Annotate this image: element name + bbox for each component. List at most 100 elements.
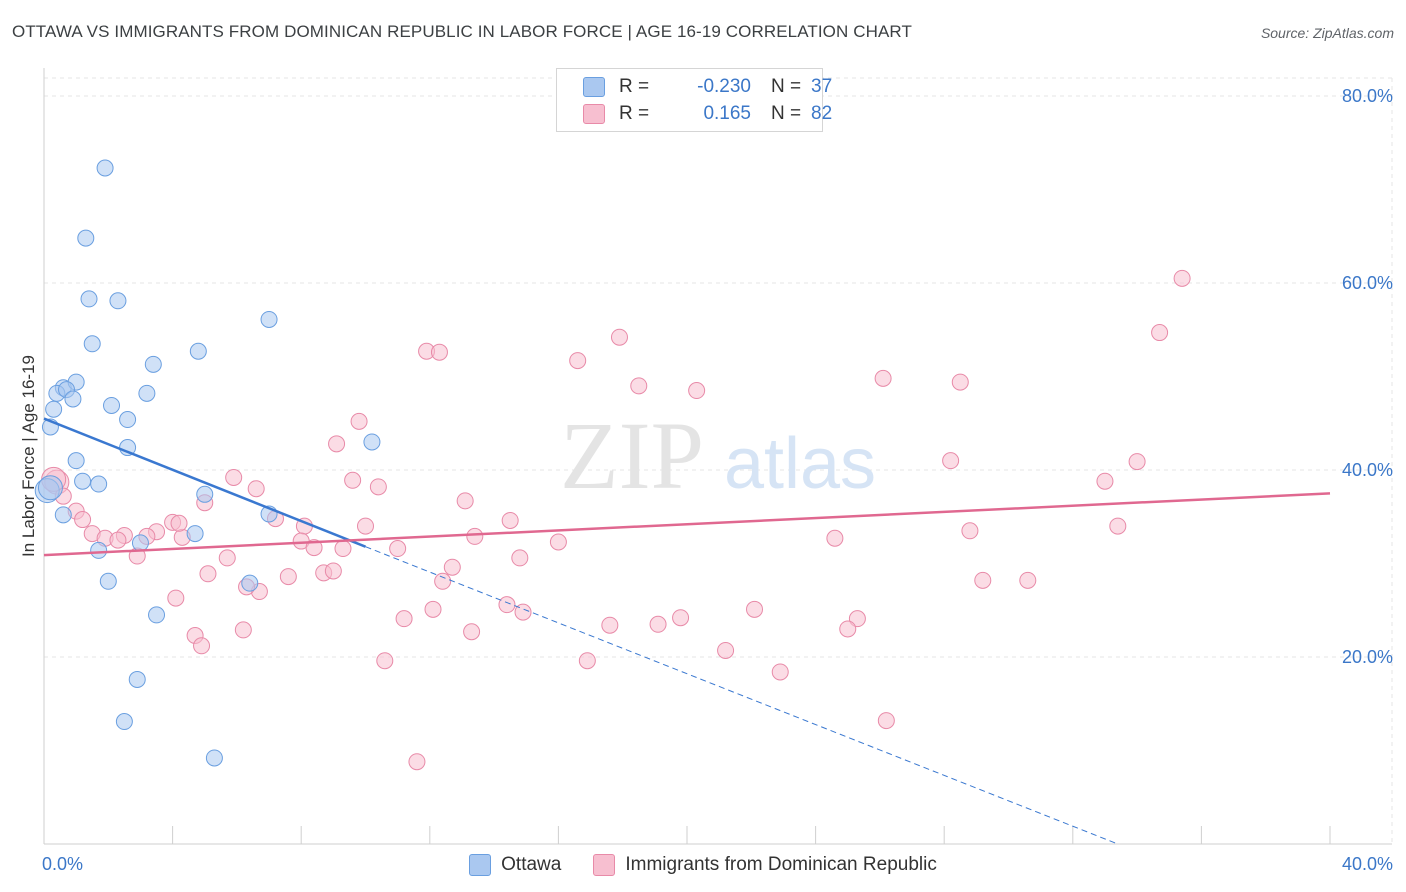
immigrants-point[interactable] [334,540,352,558]
immigrants-point[interactable] [498,596,516,614]
ottawa-point[interactable] [144,355,162,373]
ottawa-point[interactable] [90,541,108,559]
immigrants-point[interactable] [218,549,236,567]
immigrants-point[interactable] [456,492,474,510]
ottawa-point[interactable] [109,292,127,310]
ottawa-point[interactable] [119,411,137,429]
immigrants-point[interactable] [511,549,529,567]
immigrants-point[interactable] [328,435,346,453]
legend-row-ottawa: R = -0.230 N = 37 [583,74,832,100]
immigrants-point[interactable] [974,571,992,589]
immigrants-point[interactable] [199,565,217,583]
immigrants-point[interactable] [344,471,362,489]
immigrants-point[interactable] [630,377,648,395]
immigrants-point[interactable] [1019,571,1037,589]
immigrants-point[interactable] [443,558,461,576]
immigrants-point[interactable] [247,480,265,498]
immigrants-point[interactable] [649,615,667,633]
immigrants-point[interactable] [1109,517,1127,535]
immigrants-point[interactable] [225,468,243,486]
immigrants-point[interactable] [578,652,596,670]
immigrants-point[interactable] [389,540,407,558]
immigrants-point[interactable] [1128,453,1146,471]
ottawa-point[interactable] [96,159,114,177]
immigrants-point[interactable] [839,620,857,638]
immigrants-point[interactable] [279,568,297,586]
immigrants-point[interactable] [424,600,442,618]
immigrants-point[interactable] [109,531,127,549]
ottawa-point[interactable] [148,606,166,624]
immigrants-point[interactable] [434,572,452,590]
immigrants-point[interactable] [1151,324,1169,342]
ottawa-point[interactable] [189,342,207,360]
immigrants-point[interactable] [1173,269,1191,287]
immigrants-point[interactable] [324,562,342,580]
ottawa-point[interactable] [138,384,156,402]
grid-lines [44,77,1393,844]
immigrants-point[interactable] [688,382,706,400]
ottawa-point[interactable] [131,534,149,552]
series-legend: Ottawa Immigrants from Dominican Republi… [0,852,1406,878]
y-tick-label: 40.0% [1342,460,1393,480]
immigrants-point[interactable] [826,529,844,547]
immigrants-point[interactable] [350,412,368,430]
immigrants-point[interactable] [167,589,185,607]
ottawa-point[interactable] [80,290,98,308]
legend-item-immigrants[interactable]: Immigrants from Dominican Republic [593,854,937,876]
immigrants-point[interactable] [170,514,188,532]
ottawa-point[interactable] [241,574,259,592]
immigrants-point[interactable] [601,616,619,634]
legend-item-ottawa[interactable]: Ottawa [469,854,561,876]
ottawa-point[interactable] [64,390,82,408]
immigrants-point[interactable] [463,623,481,641]
legend-label-immigrants: Immigrants from Dominican Republic [625,854,937,875]
immigrants-point[interactable] [549,533,567,551]
immigrants-point[interactable] [501,511,519,529]
immigrants-point[interactable] [746,600,764,618]
immigrants-point[interactable] [369,478,387,496]
ottawa-point[interactable] [83,335,101,353]
ottawa-point[interactable] [37,475,63,501]
immigrants-point[interactable] [466,527,484,545]
ottawa-point[interactable] [205,749,223,767]
immigrants-point[interactable] [672,609,690,627]
immigrants-point[interactable] [877,712,895,730]
immigrants-point[interactable] [717,641,735,659]
ottawa-point[interactable] [90,475,108,493]
ottawa-point[interactable] [363,433,381,451]
ottawa-point[interactable] [45,400,63,418]
immigrants-point[interactable] [395,610,413,628]
immigrants-point[interactable] [569,352,587,370]
immigrants-point[interactable] [193,637,211,655]
ottawa-point[interactable] [99,572,117,590]
immigrants-point[interactable] [430,343,448,361]
immigrants-point[interactable] [874,369,892,387]
immigrants-point[interactable] [514,603,532,621]
ottawa-point[interactable] [196,485,214,503]
ottawa-point[interactable] [260,310,278,328]
ottawa-point[interactable] [74,472,92,490]
legend-n-label: N = [771,76,802,97]
ottawa-point[interactable] [103,396,121,414]
ottawa-point[interactable] [77,229,95,247]
immigrants-point[interactable] [951,373,969,391]
immigrants-point[interactable] [610,328,628,346]
immigrants-point[interactable] [305,539,323,557]
immigrants-point[interactable] [74,511,92,529]
legend-r-label: R = [619,76,650,97]
immigrants-point[interactable] [961,522,979,540]
immigrants-point[interactable] [942,452,960,470]
immigrants-point[interactable] [1096,472,1114,490]
immigrants-point[interactable] [771,663,789,681]
immigrants-point[interactable] [234,621,252,639]
immigrants-point[interactable] [408,753,426,771]
ottawa-point[interactable] [186,525,204,543]
trend-lines [43,417,1331,845]
ottawa-trend-line [43,417,366,548]
immigrants-point[interactable] [357,517,374,535]
ottawa-point[interactable] [67,452,85,470]
ottawa-point[interactable] [128,670,146,688]
immigrants-point[interactable] [376,652,394,670]
ottawa-point[interactable] [54,506,72,524]
ottawa-point[interactable] [115,713,133,731]
